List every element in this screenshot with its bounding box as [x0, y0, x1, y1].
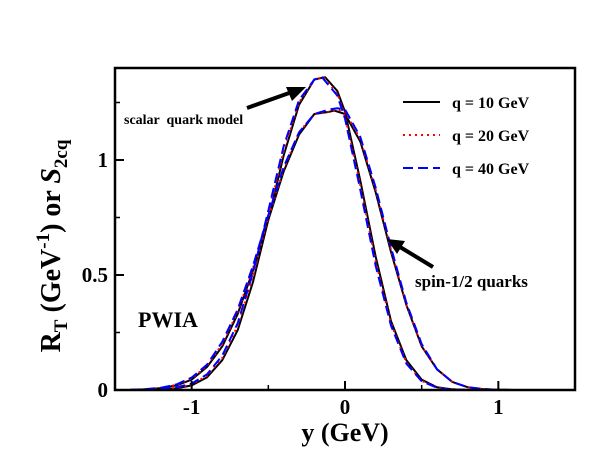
y-tick-label: 0: [98, 378, 109, 402]
y-axis-label-italic: S: [36, 168, 67, 184]
series-line-spin-3: [130, 107, 575, 391]
annotation-scalar-quark-model: scalar quark model: [124, 113, 243, 128]
arrow-scalar: [246, 87, 306, 110]
y-tick-label: 1: [98, 148, 109, 172]
ticks-layer: -1 0 1 0 0.5 1: [82, 101, 576, 419]
series-line-scalar-2: [130, 76, 575, 391]
y-axis-label-close: ) or: [36, 184, 67, 233]
annotation-pwia: PWIA: [138, 307, 198, 332]
y-axis-label-main: R: [36, 331, 67, 352]
annotation-spin-half-quarks: spin-1/2 quarks: [415, 272, 528, 291]
y-tick-label: 0.5: [82, 263, 108, 287]
y-axis-label-open: (GeV: [36, 249, 67, 320]
y-axis-label-sup: -1: [33, 233, 54, 249]
legend-label-q10: q = 10 GeV: [452, 95, 530, 112]
y-axis-label: RT (GeV-1) or S2cq: [33, 139, 72, 352]
arrow-spin: [387, 239, 435, 269]
legend-label-q40: q = 40 GeV: [452, 161, 530, 178]
x-tick-label: 1: [493, 395, 504, 419]
legend-label-q20: q = 20 GeV: [452, 128, 530, 145]
y-axis-label-italic-sub: 2cq: [51, 139, 72, 168]
x-axis-label: y (GeV): [301, 418, 388, 447]
x-tick-label: 0: [340, 395, 351, 419]
x-tick-label: -1: [183, 395, 201, 419]
y-axis-label-sub: T: [51, 319, 72, 332]
series-line-scalar-3: [130, 76, 575, 391]
legend: q = 10 GeV q = 20 GeV q = 40 GeV: [403, 95, 530, 178]
